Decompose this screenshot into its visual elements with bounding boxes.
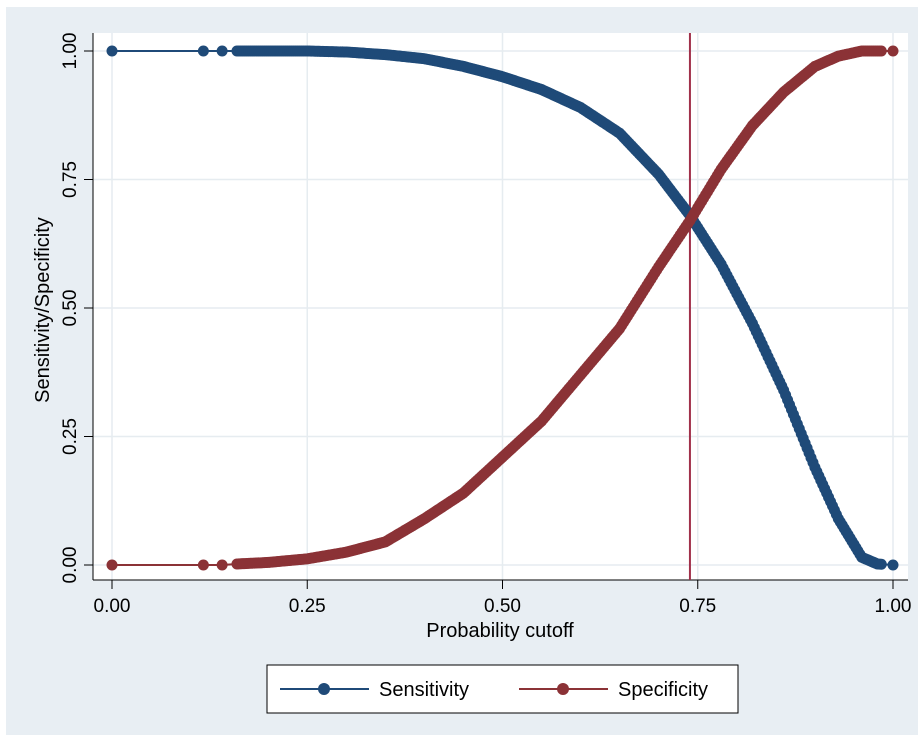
x-tick-label: 1.00: [875, 596, 912, 617]
sensitivity-point: [887, 559, 899, 571]
y-tick-label: 0.75: [60, 161, 81, 198]
y-axis-title: Sensitivity/Specificity: [32, 217, 54, 403]
chart-svg: 0.00 0.25 0.50 0.75 1.00 0.00 0.25 0.50 0.75 1.00…: [32, 33, 911, 714]
specificity-point: [216, 559, 228, 571]
legend: Sensitivity Specificity: [266, 664, 739, 714]
specificity-series: [106, 45, 899, 571]
sensitivity-point: [875, 558, 887, 570]
y-tick-label: 0.50: [60, 290, 81, 327]
chart-figure: 0.00 0.25 0.50 0.75 1.00 0.00 0.25 0.50 0.75 1.00…: [6, 7, 918, 735]
specificity-point: [875, 45, 887, 57]
x-axis-title: Probability cutoff: [426, 620, 574, 642]
specificity-point: [887, 45, 899, 57]
specificity-point: [197, 559, 209, 571]
plot-area: [93, 33, 908, 580]
legend-sensitivity-marker: [318, 683, 330, 695]
y-tick-label: 0.25: [60, 418, 81, 455]
sensitivity-series: [106, 45, 899, 571]
x-tick-label: 0.00: [94, 596, 131, 617]
x-tick-label: 0.50: [484, 596, 521, 617]
axes: 0.00 0.25 0.50 0.75 1.00 0.00 0.25 0.50 0.75 1.00: [60, 33, 911, 617]
sensitivity-point: [216, 45, 228, 57]
series-group: [106, 45, 899, 571]
x-tick-label: 0.75: [679, 596, 716, 617]
specificity-point: [106, 559, 118, 571]
legend-specificity-label: Specificity: [618, 679, 708, 701]
sensitivity-point: [106, 45, 118, 57]
legend-sensitivity-label: Sensitivity: [379, 679, 469, 701]
sensitivity-point: [197, 45, 209, 57]
y-tick-label: 0.00: [60, 547, 81, 584]
x-tick-label: 0.25: [289, 596, 326, 617]
y-tick-label: 1.00: [60, 33, 81, 70]
legend-specificity-marker: [557, 683, 569, 695]
